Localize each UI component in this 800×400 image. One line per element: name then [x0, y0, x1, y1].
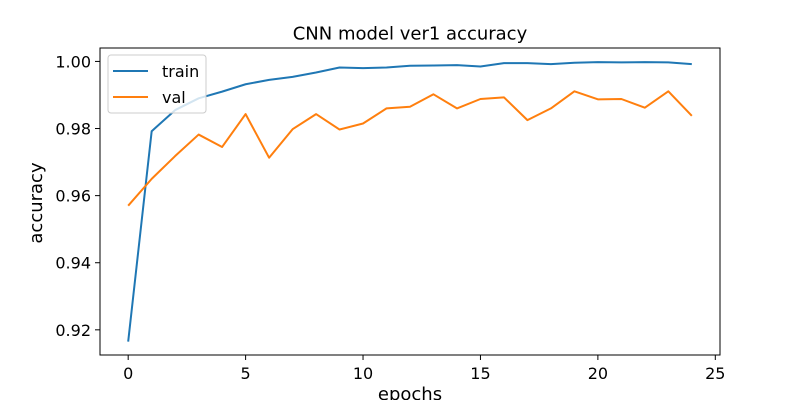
legend: train val: [107, 54, 207, 114]
x-tick-label: 10: [353, 364, 373, 383]
x-axis-label: epochs: [378, 384, 442, 400]
x-tick-label: 15: [470, 364, 490, 383]
y-tick-label: 0.94: [55, 254, 91, 273]
series-line-val: [127, 90, 693, 207]
x-tick-label: 20: [588, 364, 608, 383]
series-line-train: [127, 61, 692, 342]
plot-area: 0 5 10 15 20 25 0.92 0.94 0.96 0.98 1.00: [55, 47, 725, 383]
x-tick-label: 5: [241, 364, 251, 383]
x-tick-label: 0: [123, 364, 133, 383]
y-tick-label: 0.98: [55, 120, 91, 139]
x-tick-label: 25: [705, 364, 725, 383]
y-tick-label: 1.00: [55, 52, 91, 71]
legend-label-val: val: [162, 88, 186, 107]
y-axis-label: accuracy: [26, 162, 47, 244]
series-lines: [127, 61, 693, 342]
y-tick-label: 0.96: [55, 187, 91, 206]
legend-box: [107, 54, 207, 114]
axis-ticks: 0 5 10 15 20 25 0.92 0.94 0.96 0.98 1.00: [55, 52, 725, 383]
chart-title: CNN model ver1 accuracy: [293, 24, 528, 45]
y-tick-label: 0.92: [55, 321, 91, 340]
legend-label-train: train: [162, 62, 199, 81]
plot-frame: [99, 47, 721, 356]
